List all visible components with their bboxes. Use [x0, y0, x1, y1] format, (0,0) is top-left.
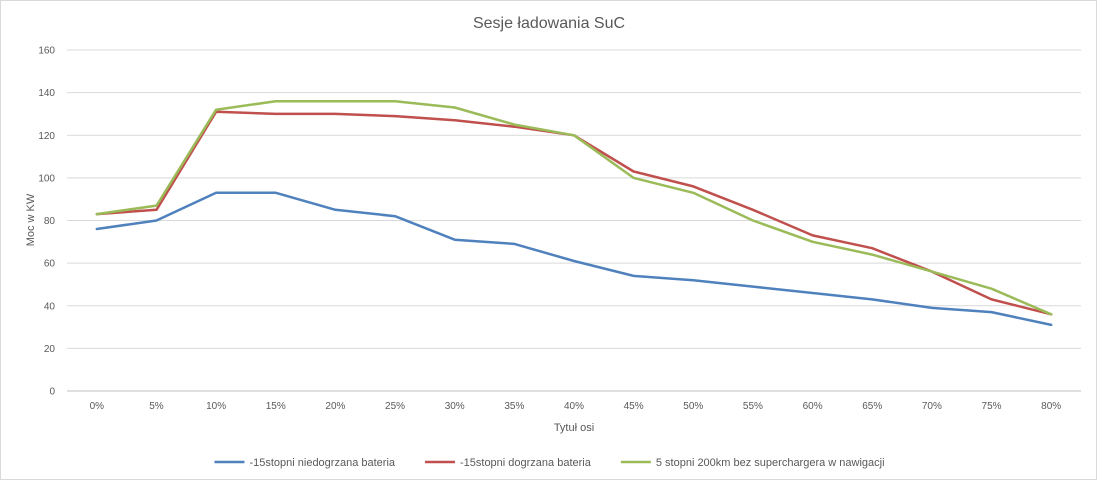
series-lines [95, 99, 1053, 327]
x-tick-label: 70% [922, 401, 942, 412]
legend-item-1: -15stopni niedogrzana bateria [214, 457, 396, 469]
x-tick-label: 35% [504, 401, 524, 412]
axes: 0 20 40 60 80 100 120 140 160 0% 5% 10% 15% 20% 25% 30%… [38, 46, 1061, 413]
y-axis-title: Moc w KW [25, 193, 37, 246]
y-tick-label: 160 [38, 46, 55, 57]
x-tick-label: 65% [862, 401, 882, 412]
y-tick-label: 0 [49, 387, 55, 398]
x-tick-label: 75% [982, 401, 1002, 412]
x-tick-label: 20% [325, 401, 345, 412]
legend-item-3: 5 stopni 200km bez superchargera w nawig… [620, 457, 885, 469]
series-line-3 [95, 99, 1053, 316]
x-axis-title: Tytuł osi [554, 422, 594, 434]
x-tick-label: 0% [90, 401, 105, 412]
y-tick-label: 20 [44, 344, 56, 355]
chart-title: Sesje ładowania SuC [473, 15, 625, 32]
y-tick-label: 60 [44, 259, 56, 270]
legend-label: -15stopni niedogrzana bateria [249, 457, 395, 469]
legend-item-2: -15stopni dogrzana bateria [424, 457, 592, 469]
x-tick-label: 45% [624, 401, 644, 412]
x-tick-label: 25% [385, 401, 405, 412]
series-line-1 [95, 191, 1053, 327]
x-tick-label: 15% [266, 401, 286, 412]
y-tick-label: 80 [44, 216, 56, 227]
series-line-2 [95, 110, 1053, 316]
legend-label: 5 stopni 200km bez superchargera w nawig… [656, 457, 885, 469]
x-tick-label: 30% [445, 401, 465, 412]
y-tick-label: 140 [38, 88, 55, 99]
legend-label: -15stopni dogrzana bateria [460, 457, 592, 469]
x-tick-label: 5% [149, 401, 164, 412]
gridlines [67, 49, 1081, 392]
y-tick-label: 120 [38, 131, 55, 142]
y-tick-label: 100 [38, 173, 55, 184]
x-tick-label: 10% [206, 401, 226, 412]
legend: -15stopni niedogrzana bateria -15stopni d… [214, 457, 885, 469]
x-tick-label: 55% [743, 401, 763, 412]
x-tick-label: 40% [564, 401, 584, 412]
y-tick-label: 40 [44, 301, 56, 312]
x-tick-label: 80% [1041, 401, 1061, 412]
x-tick-label: 60% [803, 401, 823, 412]
x-tick-label: 50% [683, 401, 703, 412]
